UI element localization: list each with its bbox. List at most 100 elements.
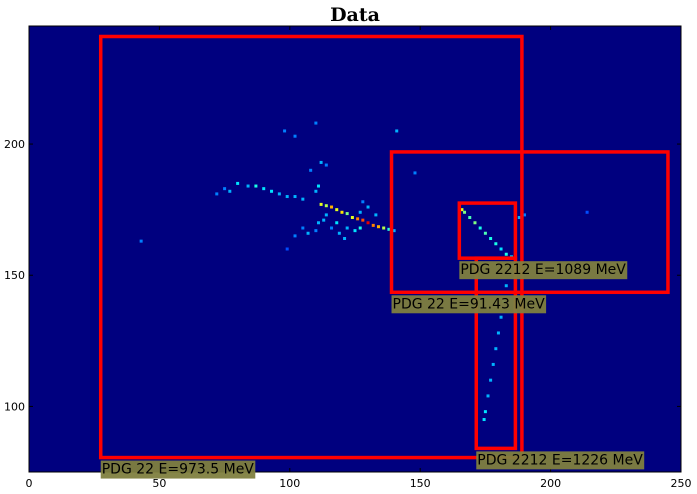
hit-cell [494,347,498,351]
y-tick-label: 100 [4,400,25,413]
box-label-background [391,295,547,314]
box-label-background [476,451,645,470]
axes-layer: 0 50 100 150 200 250 100 150 200 [4,25,692,490]
hit-cell [293,195,297,199]
hit-cell [504,284,508,288]
hit-cell [392,229,396,233]
hit-cell [335,208,339,212]
box-label-text: PDG 22 E=973.5 MeV [102,462,255,478]
hit-cell [499,247,503,251]
box-label: PDG 2212 E=1226 MeV [476,451,645,470]
boxes-layer: PDG 22 E=973.5 MeV PDG 22 E=91.43 MeV PDG … [98,34,670,479]
hit-cell [345,226,349,230]
hit-cell [340,210,344,214]
hit-cell [387,227,391,231]
hit-cell [499,315,503,319]
hit-cell [496,331,500,335]
hit-cell [293,134,297,138]
hit-cell [350,216,354,220]
hit-cell [585,210,589,214]
hit-cell [319,160,323,164]
hit-cell [270,189,274,193]
x-tick-label: 50 [152,477,166,490]
plot-frame [28,25,682,473]
hit-cell [361,200,365,204]
hit-cell [215,192,219,196]
hit-cell [316,184,320,188]
hit-cell [374,213,378,217]
x-tick-label: 200 [540,477,561,490]
plot-background [29,26,681,472]
bounding-box [474,256,518,451]
hit-cell [335,221,339,225]
hit-cell [309,168,313,172]
hit-cell [301,226,305,230]
hit-cell [382,226,386,230]
hit-cell [228,189,232,193]
x-tick-label: 250 [671,477,692,490]
box-label-background [459,261,628,280]
hit-cell [395,129,399,133]
hit-cell [343,237,347,241]
hit-cell [463,210,467,214]
hit-cell [473,221,477,225]
hit-cell [283,129,287,133]
hit-cell [504,252,508,256]
hit-cell [330,226,334,230]
hit-cell [478,226,482,230]
hit-cell [330,205,334,209]
box-label-text: PDG 2212 E=1226 MeV [477,452,643,468]
hit-cell [314,189,318,193]
hit-cell [494,242,498,246]
hit-cell [353,229,357,233]
hit-cell [277,192,281,196]
hit-cell [517,216,521,220]
hit-cell [262,187,266,191]
hit-cell [361,218,365,222]
hit-cell [324,204,328,208]
hit-cell [236,181,240,185]
hit-cell [468,216,472,220]
box-label: PDG 22 E=91.43 MeV [391,295,547,314]
y-tick-label: 200 [4,138,25,151]
hit-cell [371,223,375,227]
hit-cell [246,184,250,188]
hit-cell [322,218,326,222]
hit-cell [324,213,328,217]
hit-cell [139,239,143,243]
hit-cell [489,378,493,382]
bounding-box [389,150,670,295]
hit-cell [345,212,349,216]
hit-cell [366,205,370,209]
hit-cell [306,231,310,235]
hit-cell [358,226,362,230]
hit-cell [223,187,227,191]
hit-cell [314,121,318,125]
hit-cell [482,418,486,422]
x-tick-label: 100 [279,477,300,490]
hit-cell [483,410,487,414]
hit-cell [358,210,362,214]
hit-cell [491,362,495,366]
hit-cell [314,229,318,233]
box-label: PDG 22 E=973.5 MeV [100,460,256,479]
hit-cell [254,184,258,188]
hit-cell [301,197,305,201]
box-label-text: PDG 22 E=91.43 MeV [393,296,546,312]
hit-cell [285,247,289,251]
box-label-background [100,460,256,479]
box-label: PDG 2212 E=1089 MeV [459,261,628,280]
bounding-box [98,34,524,460]
hit-cell [293,234,297,238]
hit-cell [413,171,417,175]
hit-cell [356,217,360,221]
hit-cell [316,221,320,225]
hit-cell [489,237,493,241]
hit-cell [483,231,487,235]
box-label-text: PDG 2212 E=1089 MeV [460,262,626,278]
hit-cell [319,202,323,206]
hit-cell [376,225,380,229]
chart-title: Data [330,4,380,26]
hit-cell [460,208,464,212]
